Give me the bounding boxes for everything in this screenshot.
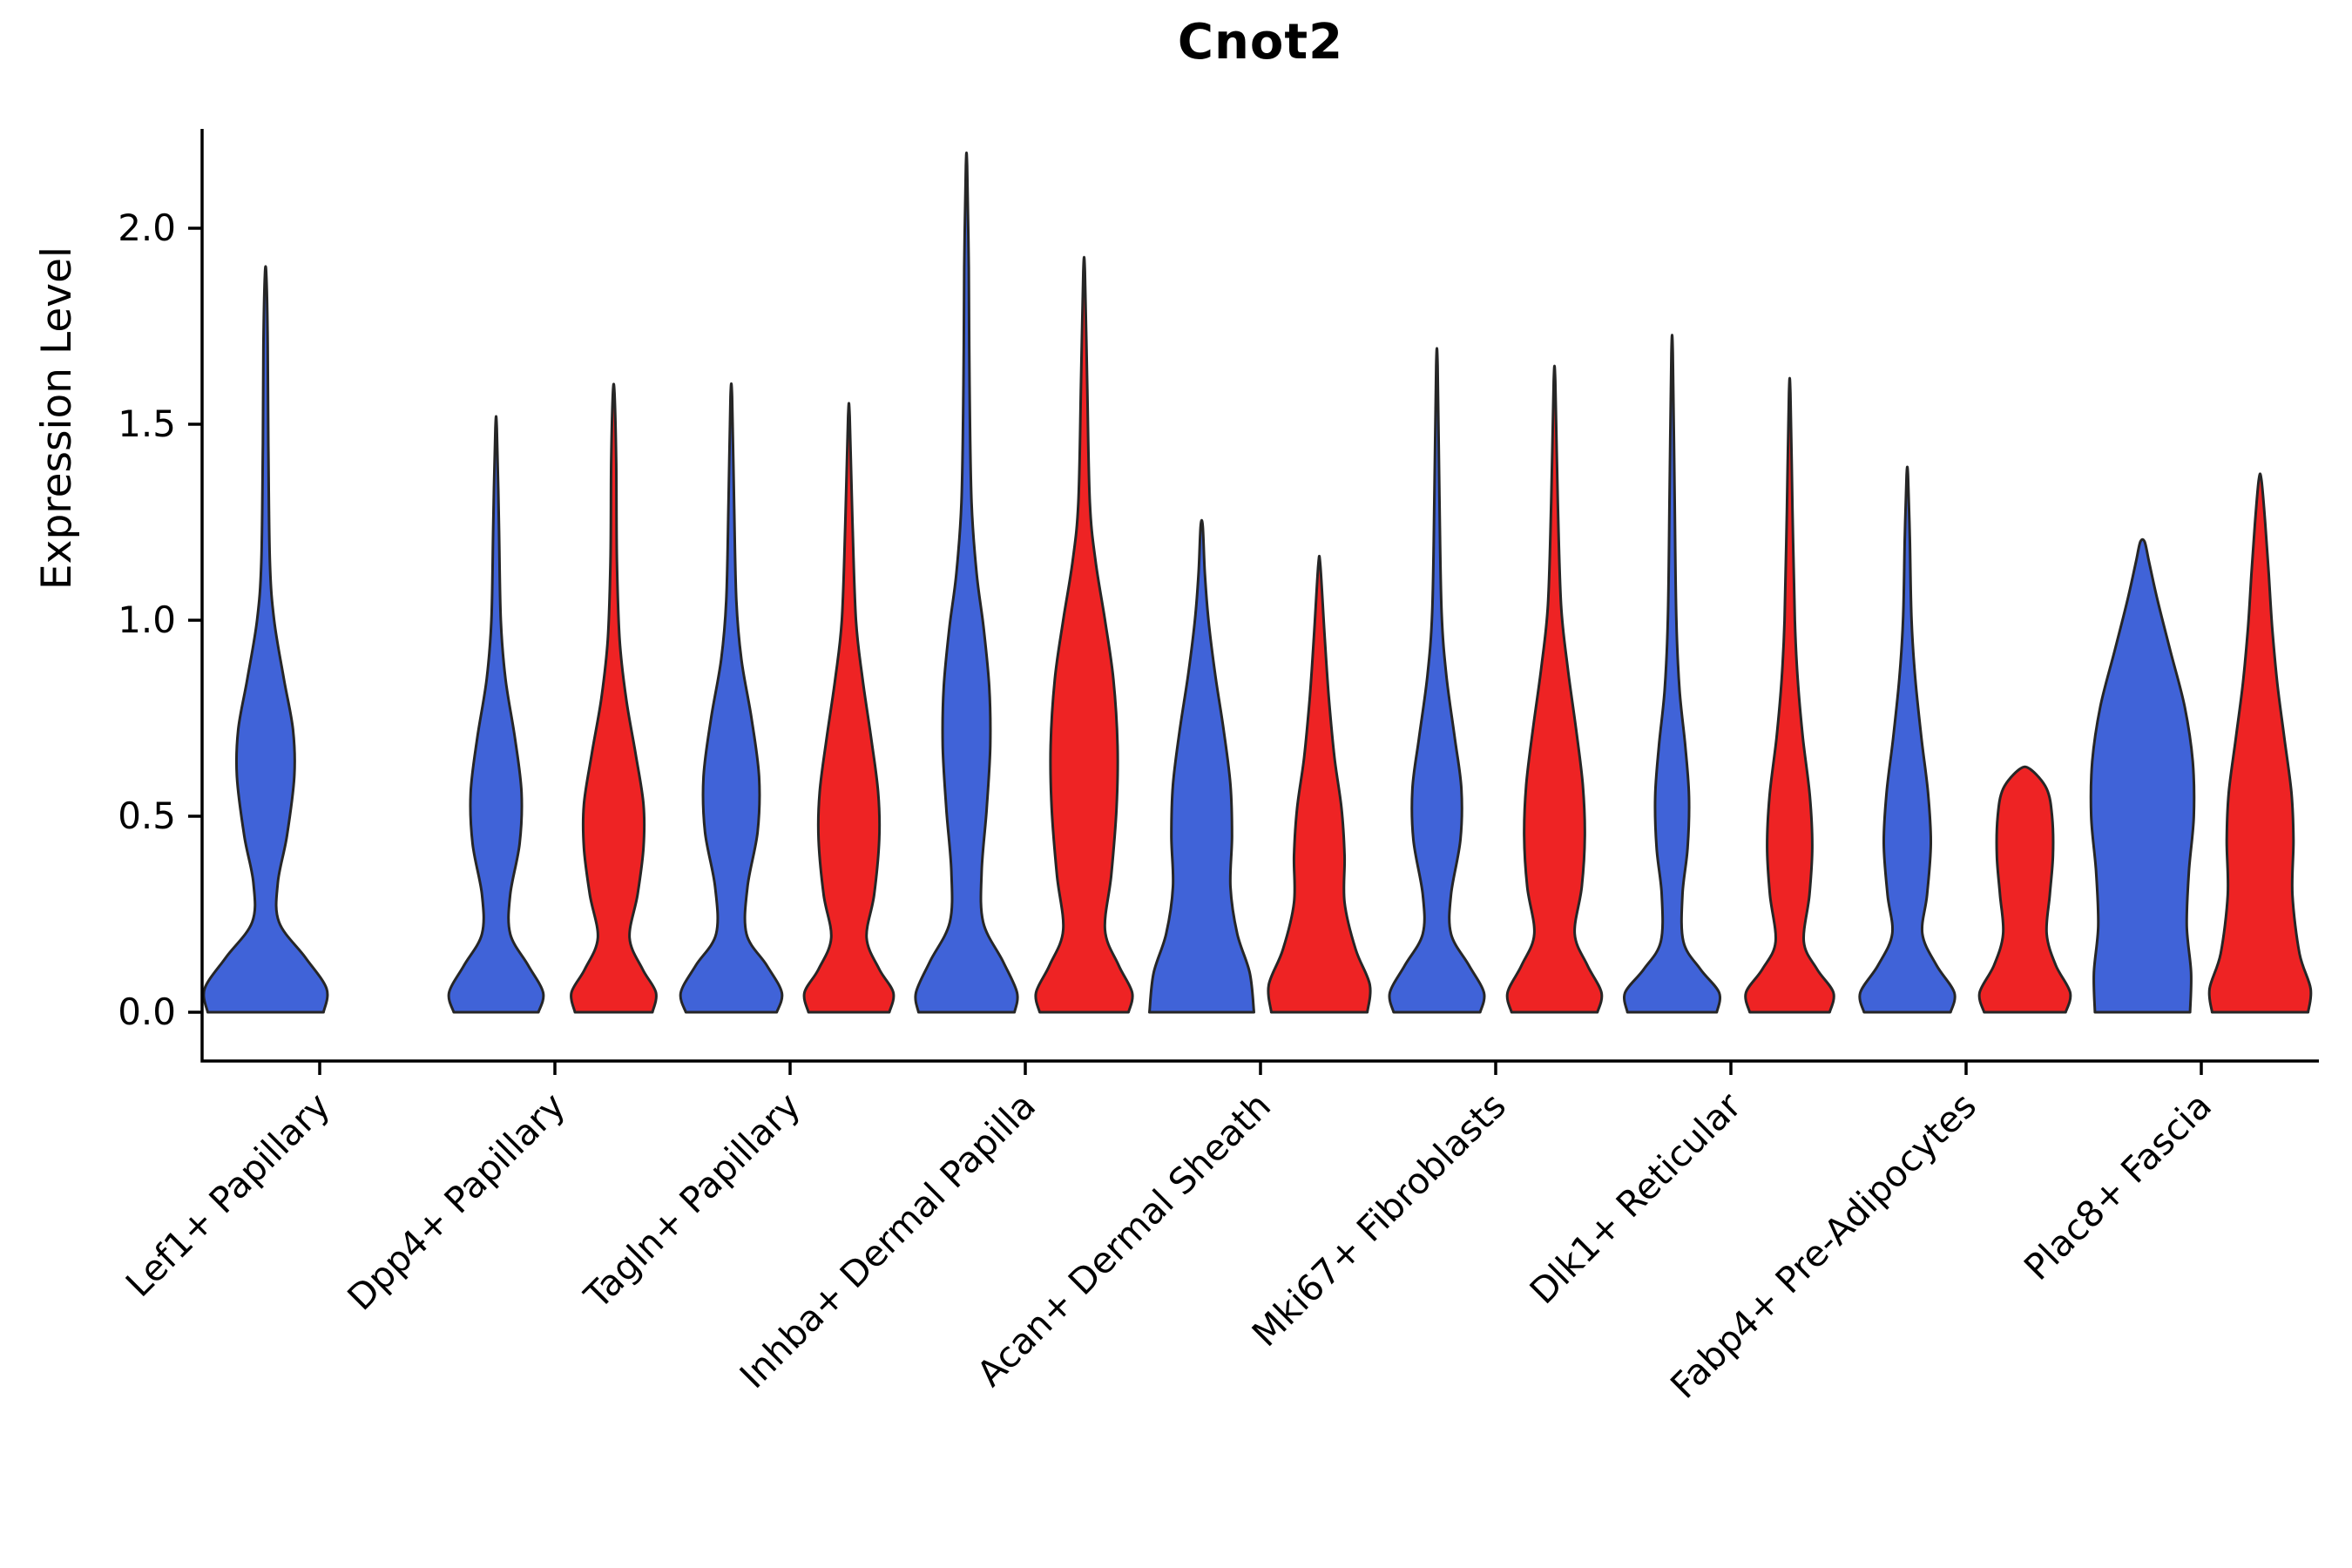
- y-tick-label: 1.0: [118, 598, 176, 641]
- x-tick-label: Mki67+ Fibroblasts: [1244, 1085, 1514, 1355]
- y-tick-label: 1.5: [118, 402, 176, 445]
- violin-blue-3: [679, 382, 784, 1014]
- violin-red-2: [570, 382, 658, 1014]
- violin-blue-7: [1623, 334, 1721, 1014]
- violin-blue-4: [914, 151, 1019, 1014]
- x-tick-label: Dpp4+ Papillary: [340, 1085, 573, 1318]
- violin-red-8: [1977, 765, 2072, 1014]
- violin-red-3: [802, 402, 896, 1014]
- violin-red-5: [1267, 554, 1372, 1014]
- x-tick-label: Tagln+ Papillary: [576, 1085, 808, 1317]
- violin-blue-2: [447, 415, 545, 1014]
- axis-spines: [200, 129, 2319, 1063]
- violin-blue-5: [1148, 518, 1255, 1014]
- violin-blue-9: [2089, 537, 2196, 1014]
- y-tick-label: 2.0: [118, 206, 176, 249]
- violin-blue-8: [1858, 465, 1957, 1014]
- x-tick-label: Lef1+ Papillary: [118, 1085, 338, 1305]
- violin-blue-1: [202, 265, 329, 1014]
- violin-red-6: [1505, 364, 1604, 1014]
- violin-red-7: [1744, 376, 1835, 1014]
- x-tick-label: Dlk1+ Reticular: [1522, 1085, 1749, 1312]
- y-tick-label: 0.0: [118, 990, 176, 1033]
- y-axis-label: Expression Level: [33, 246, 81, 591]
- violin-blue-6: [1388, 347, 1486, 1014]
- x-tick-label: Plac8+ Fascia: [2016, 1085, 2220, 1288]
- chart-title: Cnot2: [1177, 14, 1344, 71]
- violin-red-4: [1034, 255, 1134, 1014]
- y-tick-label: 0.5: [118, 794, 176, 837]
- violin-red-9: [2207, 472, 2313, 1014]
